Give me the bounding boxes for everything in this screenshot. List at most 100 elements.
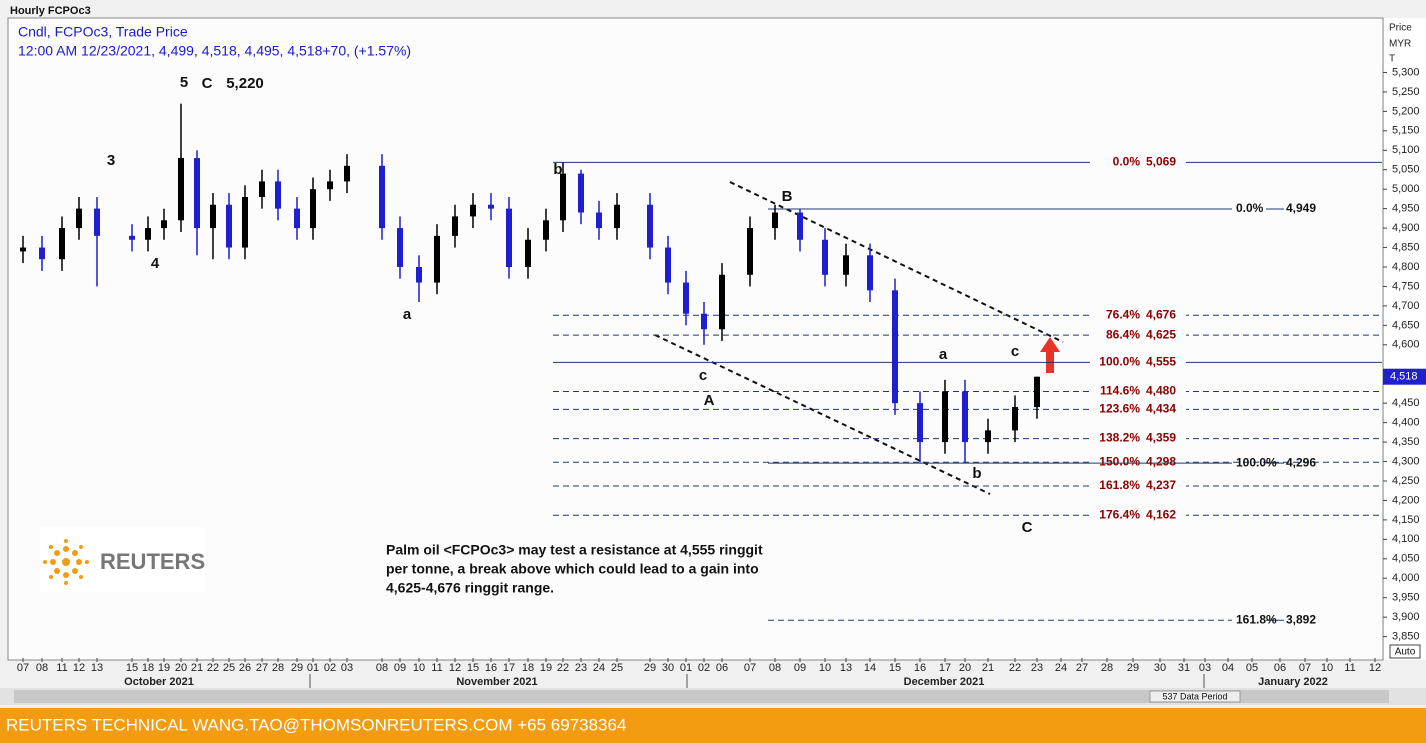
candle-body xyxy=(647,204,653,248)
x-tick-label: 28 xyxy=(272,662,284,674)
arrow xyxy=(1040,337,1060,373)
x-tick-label: 15 xyxy=(889,662,901,674)
x-tick-label: 16 xyxy=(485,662,497,674)
ohlc-line: 12:00 AM 12/23/2021, 4,499, 4,518, 4,495… xyxy=(18,43,411,59)
candle-body xyxy=(665,247,671,283)
candle-body xyxy=(161,220,167,229)
x-tick-label: 25 xyxy=(223,662,235,674)
candle-body xyxy=(867,255,873,291)
wave-label: 5,220 xyxy=(226,75,264,92)
level-value: 4,555 xyxy=(1146,354,1176,368)
level-ratio: 100.0% xyxy=(1236,455,1277,469)
scroll-thumb[interactable] xyxy=(14,690,1389,703)
x-tick-label: 13 xyxy=(840,662,852,674)
wave-label: c xyxy=(1011,343,1019,360)
wave-label: C xyxy=(1022,519,1033,536)
x-tick-label: 20 xyxy=(175,662,187,674)
y-tick-label: 4,250 xyxy=(1392,475,1420,487)
x-tick-label: 22 xyxy=(207,662,219,674)
y-tick-label: 5,050 xyxy=(1392,164,1420,176)
level-value: 4,480 xyxy=(1146,384,1176,398)
candle-body xyxy=(917,403,923,443)
x-tick-label: 28 xyxy=(1101,662,1113,674)
footer: REUTERS TECHNICAL WANG.TAO@THOMSONREUTER… xyxy=(6,715,626,734)
candle-body xyxy=(962,391,968,443)
candle-body xyxy=(344,165,350,182)
level-label-bg xyxy=(1090,402,1186,417)
x-tick-label: 01 xyxy=(680,662,692,674)
candle-body xyxy=(747,228,753,275)
candle-body xyxy=(470,204,476,217)
x-tick-label: 12 xyxy=(1369,662,1381,674)
wave-label: a xyxy=(403,306,412,323)
x-tick-label: 02 xyxy=(324,662,336,674)
level-ratio: 123.6% xyxy=(1099,402,1140,416)
x-tick-label: 07 xyxy=(744,662,756,674)
wave-label: 4 xyxy=(151,255,160,272)
y-tick-label: 4,700 xyxy=(1392,300,1420,312)
y-tick-label: 5,300 xyxy=(1392,66,1420,78)
candle-body xyxy=(683,282,689,314)
candle-body xyxy=(578,173,584,213)
y-tick-label: 5,200 xyxy=(1392,105,1420,117)
candle-body xyxy=(259,181,265,197)
candle-body xyxy=(379,165,385,229)
candle-body xyxy=(310,189,316,229)
wave-label: c xyxy=(699,367,707,384)
x-tick-label: 20 xyxy=(959,662,971,674)
scale-mode-box[interactable] xyxy=(1389,644,1421,659)
candle-body xyxy=(1034,376,1040,408)
x-tick-label: 11 xyxy=(56,662,67,674)
footer-bar xyxy=(0,708,1426,743)
candle-body xyxy=(772,212,778,229)
x-tick-label: 07 xyxy=(17,662,29,674)
comment: per tonne, a break above which could lea… xyxy=(386,561,759,577)
y-tick-label: 4,000 xyxy=(1392,572,1420,584)
x-tick-label: 27 xyxy=(256,662,268,674)
x-tick-label: 02 xyxy=(698,662,710,674)
level-ratio: 161.8% xyxy=(1099,478,1140,492)
candle-body xyxy=(294,208,300,229)
candle-body xyxy=(719,274,725,330)
candle-body xyxy=(129,235,135,240)
price-axis-area xyxy=(1384,18,1426,660)
wave-label: B xyxy=(782,188,793,205)
month-label: November 2021 xyxy=(456,676,537,688)
level-value: 4,237 xyxy=(1146,478,1176,492)
candle-body xyxy=(210,204,216,229)
comment: 4,625-4,676 ringgit range. xyxy=(386,580,554,596)
x-tick-label: 23 xyxy=(1031,662,1043,674)
level-ratio: 138.2% xyxy=(1099,431,1140,445)
candle-body xyxy=(942,391,948,443)
candle-body xyxy=(59,228,65,260)
level-label-bg xyxy=(1090,384,1186,399)
x-tick-label: 10 xyxy=(1321,662,1333,674)
candle-body xyxy=(560,173,566,221)
axis-title: MYR xyxy=(1389,39,1411,50)
x-tick-label: 17 xyxy=(503,662,515,674)
x-tick-label: 17 xyxy=(939,662,951,674)
x-tick-label: 23 xyxy=(575,662,587,674)
level-label-bg xyxy=(1090,328,1186,343)
x-tick-label: 09 xyxy=(394,662,406,674)
candle-body xyxy=(94,208,100,236)
candle-body xyxy=(892,290,898,404)
level-value: 4,162 xyxy=(1146,507,1176,521)
axis-title: Price xyxy=(1389,23,1412,34)
x-tick-label: 22 xyxy=(557,662,569,674)
candle-body xyxy=(452,216,458,236)
month-label: October 2021 xyxy=(124,676,194,688)
x-tick-label: 25 xyxy=(611,662,623,674)
scale-mode[interactable]: Auto xyxy=(1395,647,1416,658)
candle-body xyxy=(822,239,828,275)
x-tick-label: 26 xyxy=(239,662,251,674)
comment: Palm oil <FCPOc3> may test a resistance … xyxy=(386,542,763,558)
y-tick-label: 4,450 xyxy=(1392,397,1420,409)
logo-text: REUTERS xyxy=(100,549,205,574)
level-ratio: 76.4% xyxy=(1106,307,1140,321)
x-tick-label: 18 xyxy=(522,662,534,674)
level-label-bg xyxy=(1090,508,1186,523)
candle-body xyxy=(397,228,403,267)
x-tick-label: 18 xyxy=(142,662,154,674)
level-value: 5,069 xyxy=(1146,155,1176,169)
